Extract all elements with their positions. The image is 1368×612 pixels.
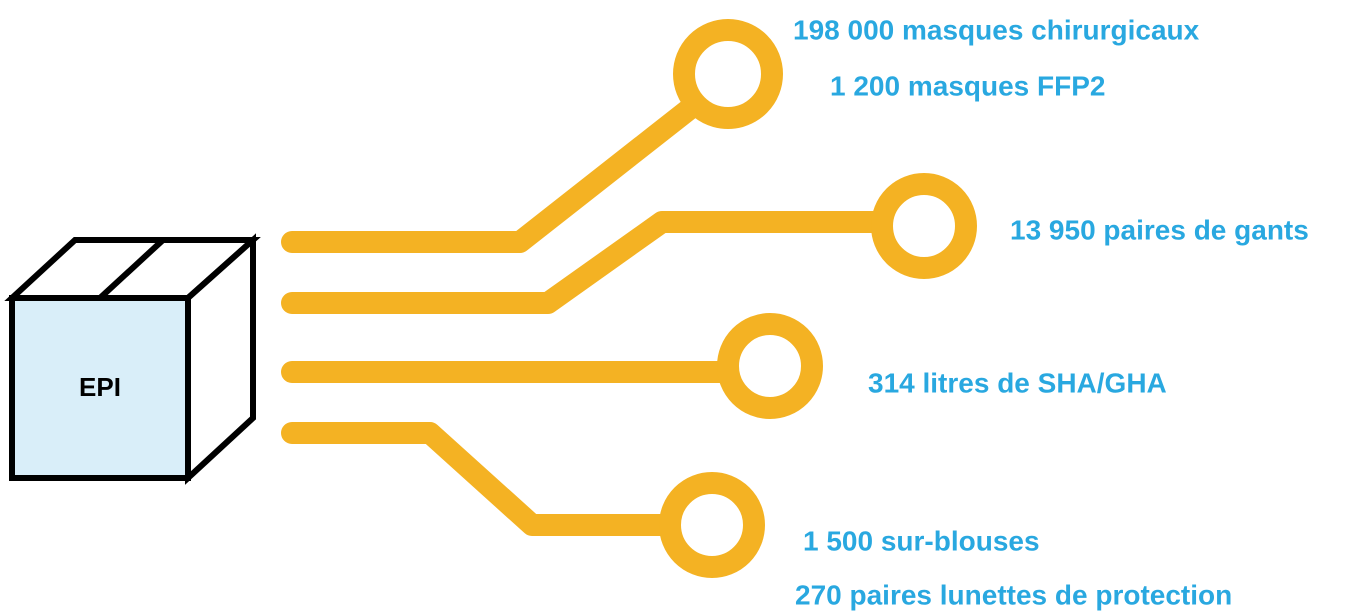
labels: 198 000 masques chirurgicaux 1 200 masqu… <box>793 14 1309 610</box>
item-label: 1 500 sur-blouses <box>803 525 1040 556</box>
traces <box>281 19 977 578</box>
trace-ring <box>871 173 977 279</box>
trace <box>281 92 708 253</box>
trace-ring <box>659 472 765 578</box>
item-label: 198 000 masques chirurgicaux <box>793 14 1200 45</box>
item-label: 13 950 paires de gants <box>1010 214 1309 245</box>
box-divider <box>97 237 166 301</box>
trace-ring <box>717 313 823 419</box>
trace <box>281 422 679 536</box>
item-label: 270 paires lunettes de protection <box>795 579 1232 610</box>
trace-ring <box>673 19 783 129</box>
item-label: 314 litres de SHA/GHA <box>868 367 1167 398</box>
trace <box>281 211 891 314</box>
box: EPI <box>4 233 261 485</box>
item-label: 1 200 masques FFP2 <box>830 70 1105 101</box>
box-label: EPI <box>79 372 121 402</box>
box-front <box>9 295 191 481</box>
